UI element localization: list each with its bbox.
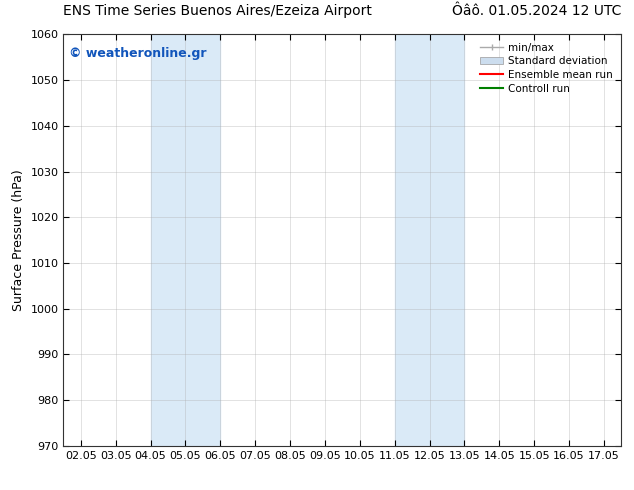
Bar <box>150 34 221 446</box>
Text: Ôâô. 01.05.2024 12 UTC: Ôâô. 01.05.2024 12 UTC <box>452 4 621 18</box>
Text: ENS Time Series Buenos Aires/Ezeiza Airport: ENS Time Series Buenos Aires/Ezeiza Airp… <box>63 4 372 18</box>
Y-axis label: Surface Pressure (hPa): Surface Pressure (hPa) <box>12 169 25 311</box>
Text: © weatheronline.gr: © weatheronline.gr <box>69 47 207 60</box>
Bar <box>394 34 464 446</box>
Legend: min/max, Standard deviation, Ensemble mean run, Controll run: min/max, Standard deviation, Ensemble me… <box>477 40 616 97</box>
